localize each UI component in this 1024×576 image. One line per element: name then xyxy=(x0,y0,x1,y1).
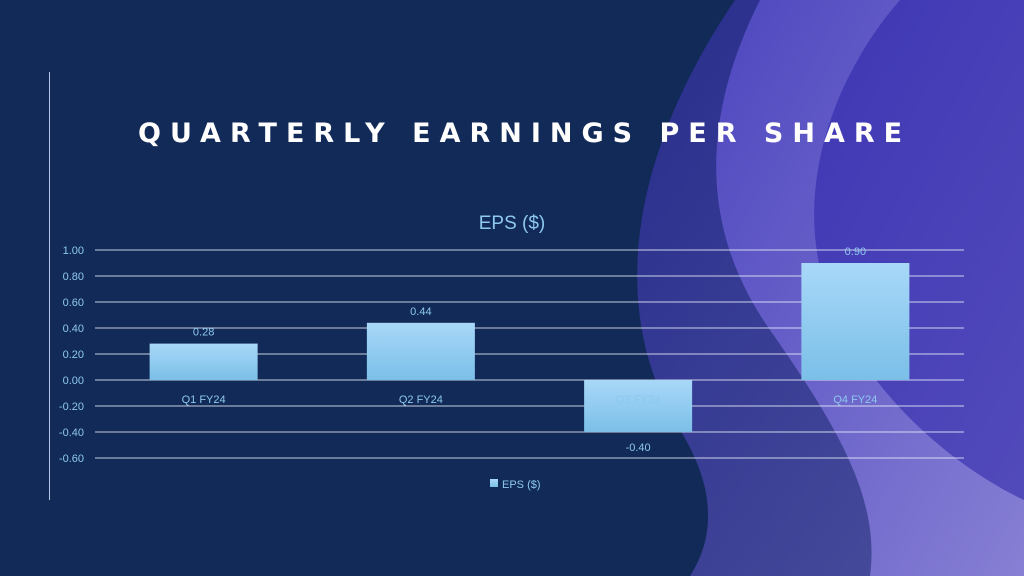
x-category-label: Q2 FY24 xyxy=(399,394,443,406)
y-tick-label: -0.40 xyxy=(59,427,84,439)
data-label: 0.44 xyxy=(410,306,431,318)
x-category-label: Q3 FY24 xyxy=(616,394,660,406)
data-label: 0.90 xyxy=(845,246,866,258)
y-tick-label: 0.00 xyxy=(63,375,84,387)
y-tick-label: 0.40 xyxy=(63,323,84,335)
y-tick-label: -0.60 xyxy=(59,453,84,465)
legend-label: EPS ($) xyxy=(502,479,541,491)
slide-title: QUARTERLY EARNINGS PER SHARE xyxy=(138,118,912,149)
data-label: 0.28 xyxy=(193,327,214,339)
y-tick-label: 0.60 xyxy=(63,297,84,309)
y-tick-label: 0.20 xyxy=(63,349,84,361)
bar-q2-fy24 xyxy=(366,322,475,380)
vertical-divider xyxy=(49,72,50,500)
x-category-label: Q1 FY24 xyxy=(182,394,226,406)
chart-title: EPS ($) xyxy=(479,213,546,234)
chart-legend: EPS ($) xyxy=(490,479,541,491)
y-tick-label: -0.20 xyxy=(59,401,84,413)
bar-q1-fy24 xyxy=(149,343,258,380)
y-tick-label: 1.00 xyxy=(63,245,84,257)
bar-q4-fy24 xyxy=(801,263,910,380)
bar-q3-fy24 xyxy=(584,380,693,432)
data-label: -0.40 xyxy=(626,442,651,454)
y-tick-label: 0.80 xyxy=(63,271,84,283)
x-category-label: Q4 FY24 xyxy=(833,394,877,406)
legend-swatch xyxy=(490,479,498,487)
